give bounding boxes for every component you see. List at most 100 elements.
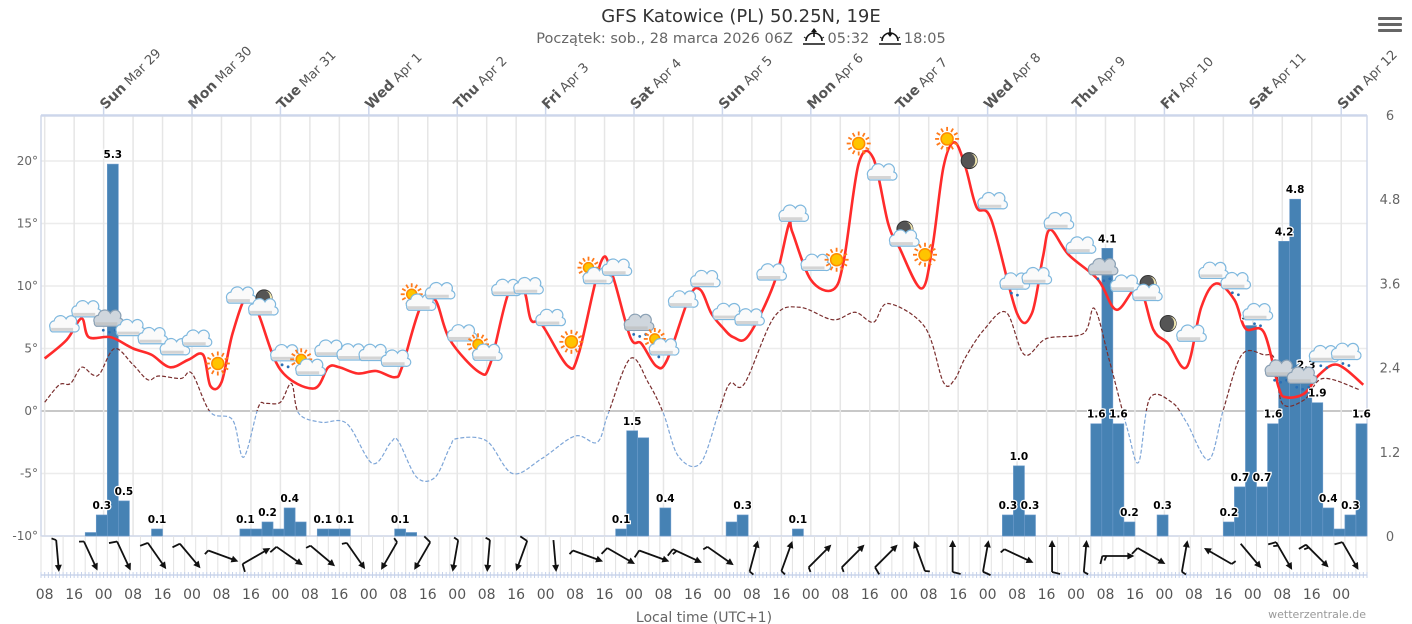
wind-arrow bbox=[1048, 540, 1061, 575]
time-axis-tick-label: 00 bbox=[1332, 587, 1350, 603]
day-label-weekday: Tue bbox=[893, 82, 924, 113]
right-axis-tick-label: 4.8 bbox=[1380, 193, 1401, 208]
dewpoint-line-above-zero bbox=[44, 302, 1360, 411]
weather-icon-cloud bbox=[601, 258, 633, 276]
precipitation-bar bbox=[95, 514, 108, 537]
precipitation-label: 1.6 bbox=[1264, 409, 1283, 421]
wind-arrow bbox=[913, 540, 930, 573]
time-axis-tick-label: 16 bbox=[861, 587, 879, 603]
weather-icon-moon-cloud bbox=[247, 289, 279, 316]
precipitation-label: 0.2 bbox=[1220, 507, 1239, 519]
time-axis-tick-label: 00 bbox=[890, 587, 908, 603]
precipitation-bar bbox=[316, 528, 329, 537]
day-label: SunApr 12 bbox=[1335, 47, 1401, 113]
wind-arrow bbox=[1181, 540, 1190, 576]
precipitation-bar bbox=[659, 507, 672, 537]
time-axis-tick-label: 08 bbox=[301, 587, 319, 603]
weather-icon-cloud bbox=[380, 349, 412, 367]
day-label: SatApr 4 bbox=[628, 55, 685, 112]
weather-icon-cloud bbox=[1109, 274, 1141, 292]
precipitation-label: 4.8 bbox=[1286, 184, 1305, 196]
weather-icon-moon bbox=[1159, 315, 1177, 332]
precipitation-bar bbox=[151, 528, 163, 537]
weather-icon-cloud bbox=[513, 276, 544, 295]
weather-icon-cloud bbox=[225, 286, 257, 304]
weather-icon-sun-cloud bbox=[467, 333, 503, 362]
weather-icon-cloud bbox=[49, 315, 80, 333]
wind-arrow bbox=[172, 542, 201, 569]
hamburger-menu-icon[interactable] bbox=[1378, 15, 1402, 35]
left-axis-tick-label: 15° bbox=[17, 217, 38, 231]
weather-icon-cloud bbox=[181, 329, 213, 347]
wind-arrow bbox=[982, 540, 991, 576]
precipitation-label: 0.4 bbox=[280, 493, 299, 505]
time-axis-tick-label: 16 bbox=[419, 587, 437, 603]
wind-arrow bbox=[1298, 543, 1329, 568]
precipitation-label: 0.1 bbox=[789, 514, 808, 526]
day-label-weekday: Thu bbox=[1070, 81, 1102, 113]
forecast-start: Początek: sob., 28 marca 2026 06Z bbox=[536, 31, 793, 47]
precipitation-label: 0.2 bbox=[1120, 507, 1139, 519]
wind-arrow bbox=[780, 540, 794, 576]
day-label-weekday: Fri bbox=[539, 87, 565, 113]
wind-arrow bbox=[600, 547, 635, 564]
precipitation-label: 1.0 bbox=[1010, 451, 1029, 463]
precipitation-bar bbox=[1090, 423, 1103, 537]
precipitation-label: 4.2 bbox=[1275, 226, 1294, 238]
wind-row bbox=[40, 535, 1368, 578]
wind-arrow bbox=[874, 544, 898, 575]
time-axis-tick-label: 08 bbox=[1008, 587, 1026, 603]
time-axis-tick-label: 00 bbox=[360, 587, 378, 603]
precipitation-label: 0.3 bbox=[1341, 500, 1360, 512]
wind-arrow bbox=[1203, 548, 1237, 565]
time-axis-tick-label: 00 bbox=[1156, 587, 1174, 603]
precipitation-label: 0.3 bbox=[733, 500, 752, 512]
right-axis-tick-label: 6 bbox=[1386, 109, 1394, 124]
wind-arrow bbox=[1240, 543, 1262, 569]
precipitation-bar bbox=[1256, 486, 1268, 537]
time-axis-tick-label: 00 bbox=[183, 587, 201, 603]
precipitation-bar bbox=[1344, 514, 1357, 537]
precipitation-bar bbox=[327, 528, 340, 537]
weather-icon-cloud bbox=[977, 191, 1008, 210]
credit-label: wetterzentrale.de bbox=[1268, 608, 1366, 621]
weather-icon-sun bbox=[913, 242, 937, 267]
weather-icon-sun-cloud-drizzle bbox=[643, 327, 680, 359]
precipitation-label: 0.2 bbox=[258, 507, 277, 519]
day-label-date: Mar 30 bbox=[213, 44, 256, 87]
weather-icon-sun bbox=[846, 131, 871, 156]
precipitation-bar bbox=[84, 532, 97, 537]
time-axis-tick-label: 16 bbox=[507, 587, 525, 603]
day-label-weekday: Sat bbox=[628, 83, 658, 113]
day-label: WedApr 8 bbox=[981, 50, 1044, 113]
wind-arrow bbox=[748, 540, 760, 576]
weather-icon-drizzle-cloud bbox=[1308, 344, 1340, 370]
weather-icon-moon-cloud bbox=[1131, 275, 1163, 302]
day-label-date: Apr 11 bbox=[1268, 50, 1309, 91]
time-axis-tick-label: 00 bbox=[1067, 587, 1085, 603]
right-axis-tick-label: 1.2 bbox=[1380, 446, 1401, 461]
precipitation-bar bbox=[239, 528, 252, 537]
day-label-weekday: Sun bbox=[1335, 80, 1368, 113]
weather-icon-sun bbox=[824, 247, 849, 272]
day-label-date: Apr 7 bbox=[916, 55, 951, 90]
wind-arrow bbox=[108, 540, 131, 571]
sunset-icon bbox=[878, 28, 901, 45]
day-label: FriApr 3 bbox=[539, 60, 592, 113]
time-axis-tick-label: 08 bbox=[1097, 587, 1115, 603]
day-label-date: Apr 2 bbox=[475, 54, 510, 89]
wind-arrow bbox=[241, 548, 271, 573]
weather-icon-rain-cloud bbox=[623, 313, 655, 338]
left-axis-tick-label: 10° bbox=[17, 279, 38, 293]
wind-arrow bbox=[305, 544, 336, 567]
weather-icon-cloud bbox=[535, 308, 566, 327]
time-axis-tick-label: 08 bbox=[213, 587, 231, 603]
precipitation-label: 0.1 bbox=[336, 514, 355, 526]
time-axis-tick-label: 16 bbox=[1126, 587, 1144, 603]
precipitation-bar bbox=[1355, 423, 1368, 537]
weather-icon-cloud bbox=[778, 204, 810, 222]
precipitation-bar bbox=[1333, 528, 1346, 537]
wind-arrow bbox=[51, 537, 62, 572]
precipitation-label: 1.6 bbox=[1352, 409, 1371, 421]
time-axis-tick-label: 08 bbox=[920, 587, 938, 603]
